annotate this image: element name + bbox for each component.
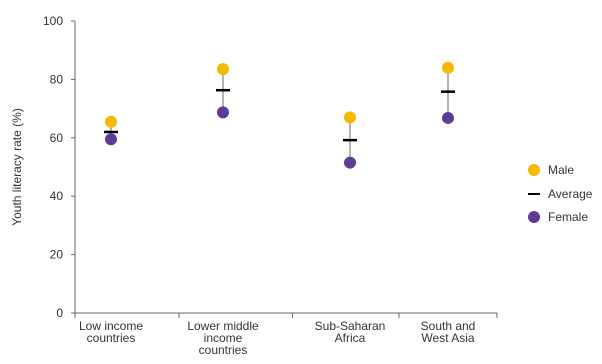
female-point — [217, 106, 229, 119]
x-category-label: Sub-Saharan — [315, 319, 386, 333]
legend-male-marker — [528, 164, 540, 176]
y-tick-label: 80 — [50, 72, 64, 86]
x-category-label: Africa — [335, 331, 366, 345]
female-point — [344, 156, 356, 169]
x-category-label: income — [204, 331, 243, 345]
legend: Male Average Female — [528, 163, 593, 224]
x-category-label: countries — [87, 331, 136, 345]
y-tick-label: 0 — [56, 306, 63, 320]
male-point — [217, 63, 229, 76]
x-category-label: West Asia — [421, 331, 474, 345]
legend-label: Female — [548, 210, 588, 224]
y-axis-label: Youth literacy rate (%) — [10, 108, 24, 226]
y-tick-label: 100 — [43, 14, 63, 28]
axes: 0 20 40 60 80 100 Youth literacy rate (%) Low i… — [10, 14, 498, 357]
female-point — [442, 111, 454, 124]
male-point — [344, 111, 356, 124]
x-category-label: Lower middle — [187, 319, 259, 333]
y-tick-label: 20 — [50, 248, 64, 262]
male-point — [105, 115, 117, 128]
x-category-label: Low income — [79, 319, 143, 333]
y-tick-label: 40 — [50, 189, 64, 203]
legend-female-marker — [528, 211, 540, 223]
legend-label: Average — [548, 187, 593, 201]
legend-label: Male — [548, 163, 574, 177]
male-point — [442, 61, 454, 74]
x-category-label: countries — [199, 343, 248, 357]
plot-area — [104, 61, 455, 169]
x-category-label: South and — [421, 319, 476, 333]
y-tick-label: 60 — [50, 131, 64, 145]
female-point — [105, 133, 117, 146]
